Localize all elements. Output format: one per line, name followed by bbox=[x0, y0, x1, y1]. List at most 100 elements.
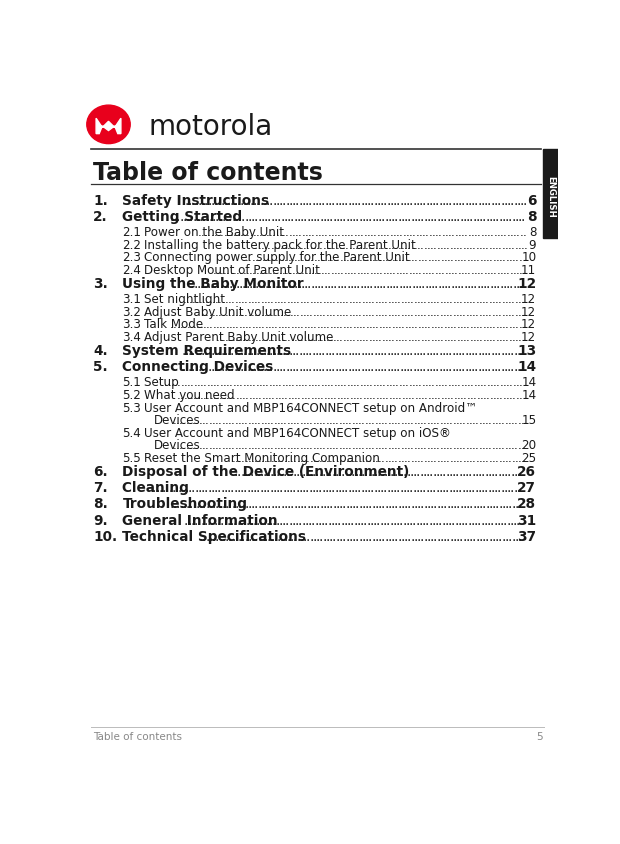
Text: .: . bbox=[332, 439, 335, 452]
Text: .: . bbox=[381, 530, 385, 544]
Text: .: . bbox=[165, 481, 169, 495]
Text: .: . bbox=[230, 193, 234, 208]
Text: .: . bbox=[332, 239, 336, 252]
Text: .: . bbox=[381, 331, 385, 344]
Text: .: . bbox=[405, 226, 409, 239]
Text: .: . bbox=[510, 193, 514, 208]
Text: .: . bbox=[464, 264, 467, 277]
Text: .: . bbox=[211, 439, 215, 452]
Text: .: . bbox=[342, 414, 345, 426]
Text: .: . bbox=[487, 226, 490, 239]
Text: .: . bbox=[485, 497, 489, 511]
Text: .: . bbox=[407, 210, 411, 224]
Text: .: . bbox=[436, 497, 441, 511]
Text: .: . bbox=[503, 193, 508, 208]
Text: .: . bbox=[225, 318, 229, 332]
Text: .: . bbox=[239, 376, 243, 389]
Text: .: . bbox=[317, 193, 322, 208]
Text: .: . bbox=[221, 293, 225, 306]
Text: .: . bbox=[231, 210, 236, 224]
Text: .: . bbox=[433, 452, 437, 465]
Text: .: . bbox=[489, 293, 492, 306]
Text: .: . bbox=[492, 414, 495, 426]
Text: .: . bbox=[329, 293, 332, 306]
Text: .: . bbox=[394, 239, 398, 252]
Text: .: . bbox=[516, 226, 520, 239]
Text: .: . bbox=[200, 193, 205, 208]
Text: .: . bbox=[330, 226, 334, 239]
Text: .: . bbox=[211, 293, 215, 306]
Text: .: . bbox=[445, 481, 449, 495]
Text: .: . bbox=[391, 306, 394, 319]
Text: .: . bbox=[383, 344, 388, 358]
Text: .: . bbox=[353, 376, 356, 389]
Text: .: . bbox=[415, 193, 420, 208]
Text: .: . bbox=[456, 331, 460, 344]
Text: .: . bbox=[499, 376, 503, 389]
Text: .: . bbox=[281, 252, 285, 264]
Text: .: . bbox=[518, 331, 522, 344]
Text: .: . bbox=[267, 497, 272, 511]
Text: .: . bbox=[311, 226, 315, 239]
Text: .: . bbox=[415, 264, 419, 277]
Text: .: . bbox=[361, 239, 365, 252]
Text: .: . bbox=[334, 465, 339, 479]
Text: .: . bbox=[492, 306, 495, 319]
Text: .: . bbox=[326, 239, 329, 252]
Text: .: . bbox=[334, 481, 339, 495]
Text: .: . bbox=[516, 481, 521, 495]
Text: .: . bbox=[497, 344, 501, 358]
Text: .: . bbox=[489, 210, 493, 224]
Text: Adjust Parent Baby Unit volume: Adjust Parent Baby Unit volume bbox=[144, 331, 334, 344]
Text: .: . bbox=[312, 306, 316, 319]
Text: .: . bbox=[339, 252, 343, 264]
Text: .: . bbox=[224, 210, 229, 224]
Text: .: . bbox=[294, 514, 299, 528]
Text: .: . bbox=[216, 389, 219, 402]
Text: .: . bbox=[210, 193, 215, 208]
Text: .: . bbox=[219, 331, 223, 344]
Text: .: . bbox=[446, 439, 450, 452]
Text: .: . bbox=[224, 414, 228, 426]
Text: .: . bbox=[332, 306, 336, 319]
Text: .: . bbox=[457, 389, 461, 402]
Text: .: . bbox=[202, 530, 206, 544]
Text: .: . bbox=[396, 344, 401, 358]
Text: .: . bbox=[505, 331, 509, 344]
Text: .: . bbox=[316, 331, 320, 344]
Text: .: . bbox=[404, 306, 407, 319]
Text: .: . bbox=[510, 226, 513, 239]
Polygon shape bbox=[96, 118, 121, 133]
Text: .: . bbox=[342, 239, 346, 252]
Text: .: . bbox=[422, 481, 427, 495]
Text: .: . bbox=[334, 376, 337, 389]
Text: .: . bbox=[172, 210, 177, 224]
Text: .: . bbox=[197, 193, 202, 208]
Text: .: . bbox=[472, 452, 476, 465]
Text: .: . bbox=[420, 210, 424, 224]
Text: .: . bbox=[410, 293, 414, 306]
Text: .: . bbox=[410, 452, 414, 465]
Text: .: . bbox=[448, 481, 453, 495]
Text: .: . bbox=[194, 344, 198, 358]
Text: .: . bbox=[384, 439, 388, 452]
Text: .: . bbox=[422, 226, 425, 239]
Text: .: . bbox=[405, 277, 409, 291]
Text: .: . bbox=[430, 331, 434, 344]
Text: .: . bbox=[210, 389, 213, 402]
Text: .: . bbox=[453, 439, 456, 452]
Text: .: . bbox=[296, 414, 300, 426]
Text: .: . bbox=[500, 264, 503, 277]
Text: .: . bbox=[254, 210, 259, 224]
Text: .: . bbox=[485, 530, 489, 544]
Text: .: . bbox=[392, 376, 396, 389]
Text: .: . bbox=[285, 344, 290, 358]
Text: .: . bbox=[438, 514, 442, 528]
Text: .: . bbox=[466, 530, 470, 544]
Text: .: . bbox=[326, 452, 329, 465]
Text: .: . bbox=[516, 193, 521, 208]
Text: .: . bbox=[461, 264, 464, 277]
Text: .: . bbox=[258, 252, 262, 264]
Text: .: . bbox=[487, 465, 492, 479]
Text: .: . bbox=[486, 389, 490, 402]
